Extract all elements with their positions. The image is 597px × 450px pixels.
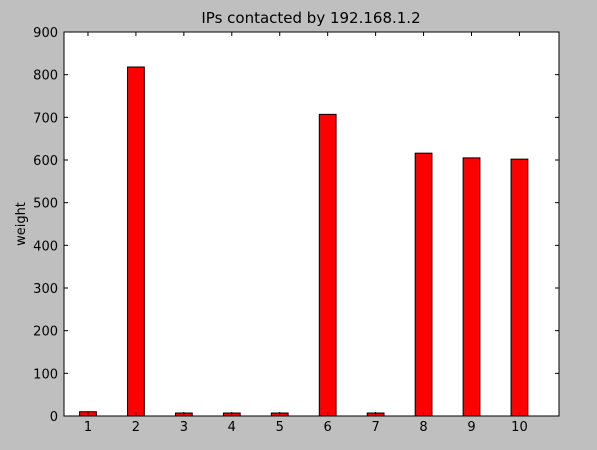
- bar-8: [414, 152, 433, 417]
- bar-9: [462, 157, 481, 417]
- y-axis-label: weight: [14, 202, 29, 246]
- x-tick-label: 9: [467, 420, 475, 435]
- x-tick-label: 6: [324, 420, 332, 435]
- y-tick-label: 200: [33, 325, 58, 340]
- bar-6: [318, 113, 337, 417]
- bar-2: [127, 66, 145, 417]
- x-tick-label: 10: [511, 420, 528, 435]
- bar-10: [510, 158, 529, 417]
- y-tick-label: 700: [33, 111, 58, 126]
- bars: [79, 66, 529, 417]
- y-tick-label: 500: [33, 197, 58, 212]
- x-tick-label: 3: [180, 420, 188, 435]
- y-tick-label: 100: [33, 367, 58, 382]
- y-tick-label: 0: [50, 410, 58, 425]
- x-tick-label: 7: [371, 420, 379, 435]
- y-tick-label: 800: [33, 69, 58, 84]
- plot-frame: [63, 31, 560, 417]
- y-tick-label: 400: [33, 239, 58, 254]
- x-tick-label: 5: [276, 420, 284, 435]
- x-tick-label: 1: [84, 420, 92, 435]
- y-tick-label: 600: [33, 154, 58, 169]
- x-tick-label: 8: [419, 420, 427, 435]
- y-tick-label: 300: [33, 282, 58, 297]
- x-tick-label: 2: [132, 420, 140, 435]
- x-tick-label: 4: [228, 420, 236, 435]
- chart-title: IPs contacted by 192.168.1.2: [201, 9, 420, 27]
- y-tick-label: 900: [33, 26, 58, 41]
